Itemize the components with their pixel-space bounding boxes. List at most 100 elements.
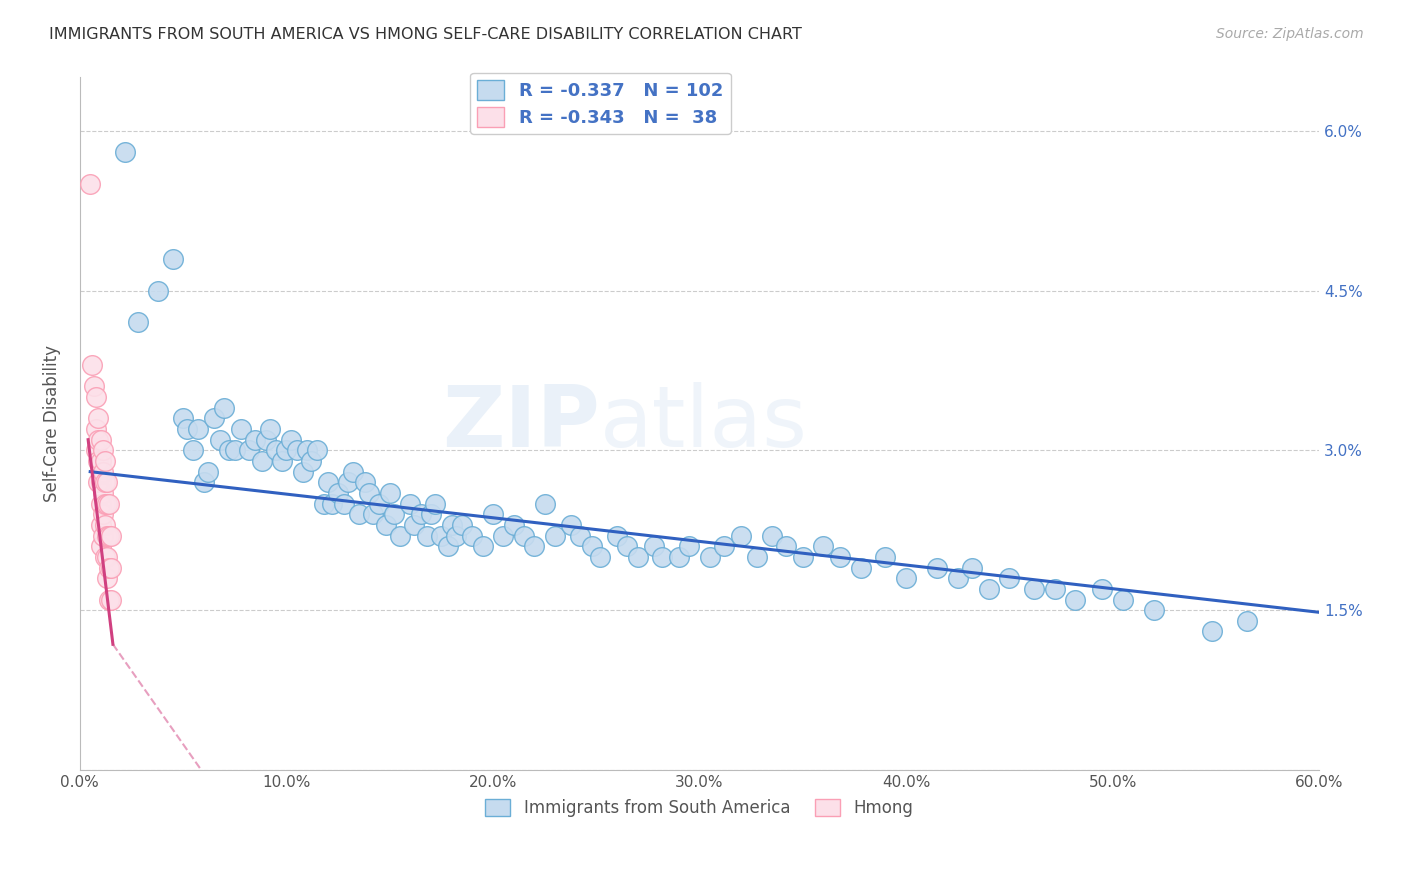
Point: [1112, 592, 1135, 607]
Point: [420, 508, 443, 522]
Point: [100, 592, 122, 607]
Point: [202, 411, 225, 425]
Point: [93, 549, 115, 564]
Point: [307, 443, 329, 458]
Point: [747, 549, 769, 564]
Point: [668, 549, 690, 564]
Point: [523, 539, 546, 553]
Point: [214, 401, 236, 415]
Point: [96, 549, 118, 564]
Point: [87, 433, 110, 447]
Point: [295, 443, 318, 458]
Text: IMMIGRANTS FROM SOUTH AMERICA VS HMONG SELF-CARE DISABILITY CORRELATION CHART: IMMIGRANTS FROM SOUTH AMERICA VS HMONG S…: [49, 27, 801, 42]
Point: [276, 443, 298, 458]
Point: [361, 508, 384, 522]
Point: [264, 443, 287, 458]
Point: [977, 582, 1000, 596]
Point: [544, 528, 567, 542]
Point: [399, 497, 422, 511]
Point: [626, 549, 648, 564]
Point: [436, 539, 458, 553]
Point: [368, 497, 391, 511]
Point: [894, 571, 917, 585]
Point: [87, 411, 110, 425]
Point: [1143, 603, 1166, 617]
Point: [91, 443, 114, 458]
Point: [342, 465, 364, 479]
Point: [187, 422, 209, 436]
Text: atlas: atlas: [600, 382, 808, 466]
Point: [89, 475, 111, 490]
Point: [1022, 582, 1045, 596]
Point: [127, 316, 149, 330]
Point: [87, 454, 110, 468]
Point: [285, 443, 308, 458]
Point: [82, 358, 104, 372]
Point: [347, 508, 370, 522]
Point: [471, 539, 494, 553]
Point: [209, 433, 232, 447]
Point: [589, 549, 612, 564]
Point: [259, 422, 281, 436]
Point: [337, 475, 360, 490]
Point: [560, 517, 582, 532]
Point: [254, 433, 277, 447]
Point: [775, 539, 797, 553]
Point: [606, 528, 628, 542]
Point: [378, 486, 401, 500]
Point: [91, 465, 114, 479]
Point: [849, 560, 872, 574]
Point: [357, 486, 380, 500]
Point: [1043, 582, 1066, 596]
Point: [502, 517, 524, 532]
Point: [389, 528, 412, 542]
Point: [451, 517, 474, 532]
Point: [1201, 624, 1223, 639]
Point: [409, 508, 432, 522]
Point: [100, 528, 122, 542]
Point: [374, 517, 396, 532]
Point: [193, 475, 215, 490]
Point: [1236, 614, 1258, 628]
Point: [651, 549, 673, 564]
Point: [96, 571, 118, 585]
Text: ZIP: ZIP: [443, 382, 600, 466]
Point: [875, 549, 897, 564]
Point: [229, 422, 252, 436]
Point: [100, 560, 122, 574]
Point: [218, 443, 240, 458]
Point: [176, 422, 198, 436]
Point: [89, 433, 111, 447]
Point: [643, 539, 665, 553]
Point: [291, 465, 314, 479]
Point: [280, 433, 302, 447]
Point: [326, 486, 349, 500]
Point: [96, 528, 118, 542]
Point: [97, 592, 120, 607]
Point: [86, 422, 108, 436]
Point: [83, 379, 105, 393]
Point: [299, 454, 322, 468]
Point: [91, 528, 114, 542]
Point: [89, 497, 111, 511]
Point: [333, 497, 356, 511]
Point: [813, 539, 835, 553]
Point: [828, 549, 851, 564]
Point: [224, 443, 246, 458]
Point: [699, 549, 721, 564]
Point: [1064, 592, 1087, 607]
Point: [440, 517, 463, 532]
Point: [87, 475, 110, 490]
Point: [382, 508, 405, 522]
Point: [93, 517, 115, 532]
Point: [316, 475, 339, 490]
Point: [197, 465, 219, 479]
Point: [162, 252, 184, 266]
Point: [946, 571, 969, 585]
Point: [354, 475, 377, 490]
Point: [312, 497, 335, 511]
Point: [1091, 582, 1114, 596]
Point: [925, 560, 948, 574]
Text: Source: ZipAtlas.com: Source: ZipAtlas.com: [1216, 27, 1364, 41]
Point: [245, 433, 267, 447]
